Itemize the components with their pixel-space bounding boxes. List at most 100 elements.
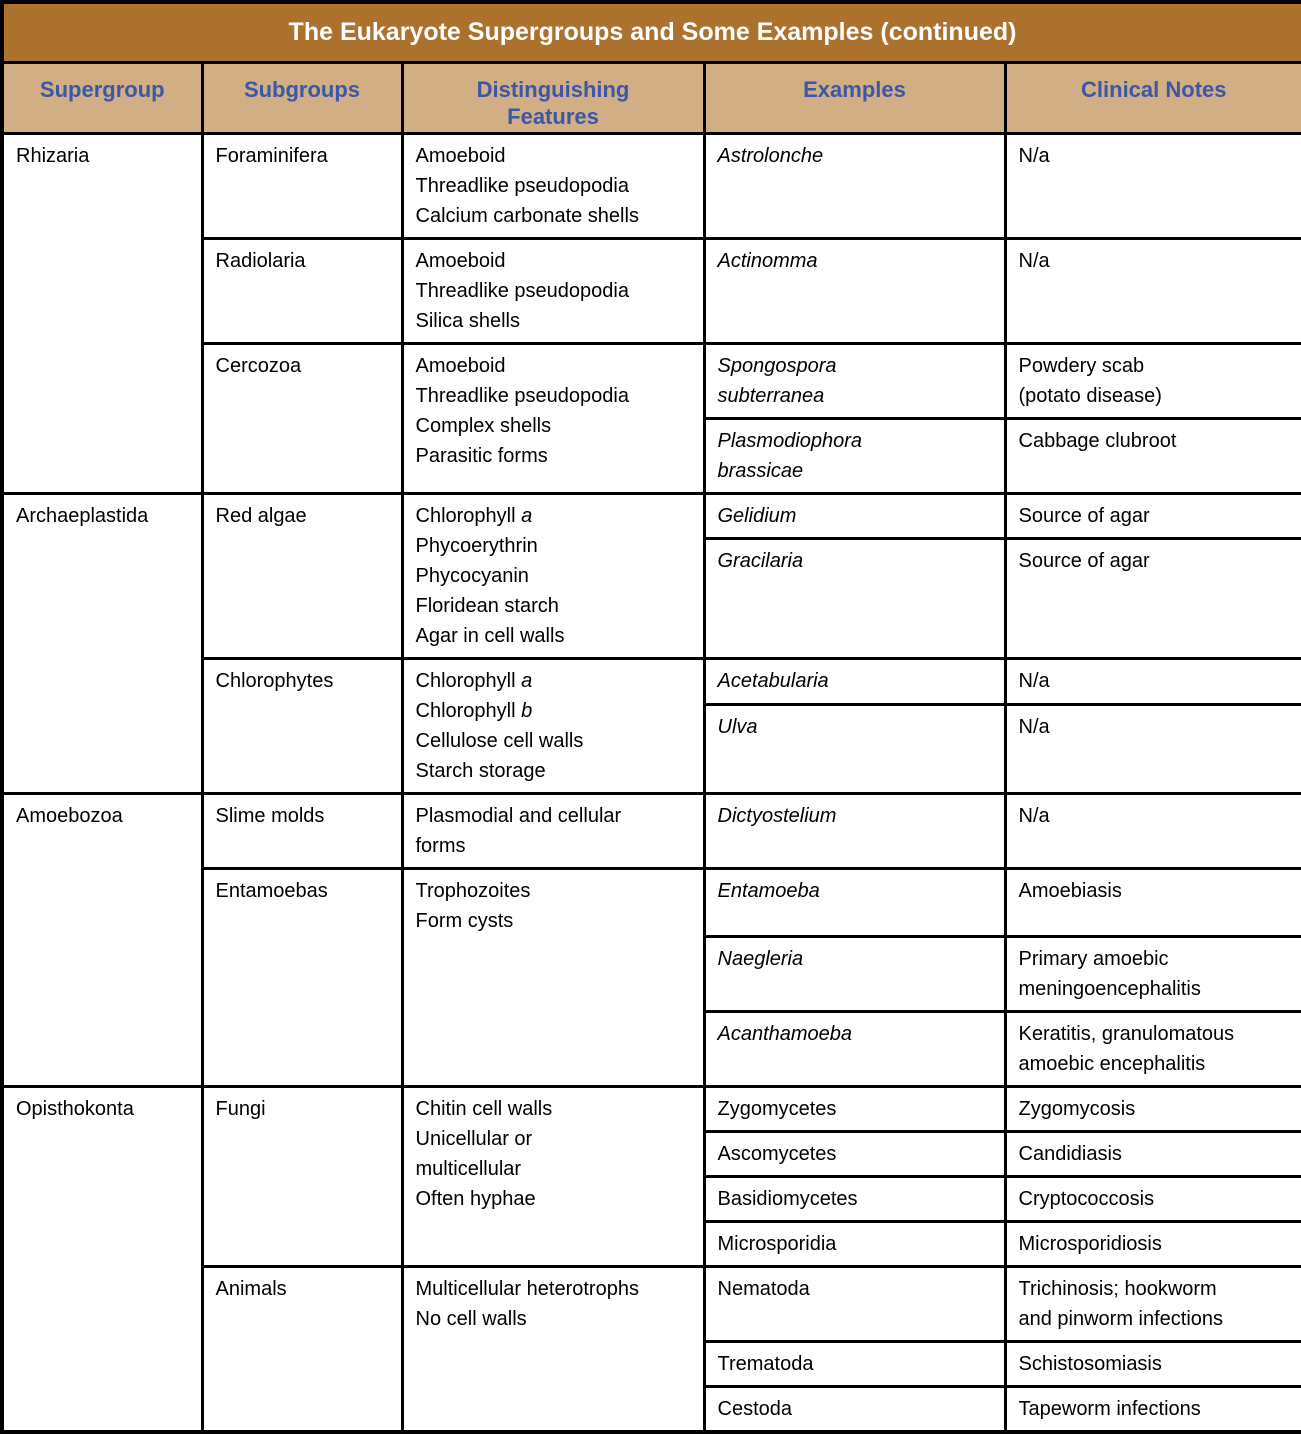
- text-line: brassicae: [717, 459, 804, 482]
- table-row: Animals Multicellular heterotrophs No ce…: [2, 1264, 1301, 1433]
- text-line: Silica shells: [415, 309, 520, 332]
- table-row: Ascomycetes Candidiasis: [2, 1129, 1301, 1178]
- table-row: Naegleria Primary amoebic meningoencepha…: [2, 934, 1301, 1013]
- text-line: Chitin cell walls: [415, 1097, 553, 1120]
- cell-example-basidiomycetes: Basidiomycetes: [702, 1174, 1007, 1223]
- cell-subgroup-entamoebas: Entamoebas: [200, 866, 404, 1088]
- text-line: Candidiasis: [1018, 1142, 1122, 1165]
- cell-example-dictyostelium: Dictyostelium: [702, 791, 1007, 870]
- cell-features-radiolaria: Amoeboid Threadlike pseudopodia Silica s…: [400, 236, 706, 345]
- table-row: Amoebozoa Slime molds Plasmodial and cel…: [0, 791, 1301, 1088]
- text-line: Phycoerythrin: [415, 534, 538, 557]
- text-line: Tapeworm infections: [1018, 1397, 1201, 1420]
- text-line: Nematoda: [717, 1277, 810, 1300]
- cell-features-red-algae: Chlorophyll a Phycoerythrin Phycocyanin …: [400, 491, 706, 660]
- text-line: Ascomycetes: [717, 1142, 837, 1165]
- cell-note-powdery-scab: Powdery scab (potato disease): [1003, 341, 1301, 420]
- table-row: Microsporidia Microsporidiosis: [2, 1219, 1301, 1268]
- cell-note-acetabularia: N/a: [1003, 656, 1301, 706]
- cell-example-actinomma: Actinomma: [702, 236, 1007, 345]
- text-line: No cell walls: [415, 1307, 527, 1330]
- table-row: Acanthamoeba Keratitis, granulomatous am…: [2, 1009, 1301, 1088]
- text-line: Cryptococcosis: [1018, 1187, 1155, 1210]
- cell-note-gracilaria: Source of agar: [1003, 537, 1301, 660]
- cell-example-cestoda: Cestoda: [702, 1384, 1007, 1433]
- column-header-examples: Examples: [702, 60, 1007, 135]
- cell-example-ulva: Ulva: [702, 702, 1007, 795]
- text-line: Microsporidiosis: [1018, 1232, 1162, 1255]
- cell-example-acetabularia: Acetabularia: [702, 656, 1007, 706]
- cell-example-ascomycetes: Ascomycetes: [702, 1129, 1007, 1178]
- table-title: The Eukaryote Supergroups and Some Examp…: [0, 0, 1301, 64]
- cell-note-ulva: N/a: [1003, 702, 1301, 795]
- text-line: Trematoda: [717, 1352, 814, 1375]
- text-line: N/a: [1018, 249, 1050, 272]
- table-row: Radiolaria Amoeboid Threadlike pseudopod…: [2, 236, 1301, 345]
- text-line: Zygomycosis: [1018, 1097, 1136, 1120]
- text-line: Powdery scab: [1018, 354, 1145, 377]
- column-header-row: Supergroup Subgroups Distinguishing Feat…: [0, 60, 1301, 135]
- table-row: Plasmodiophora brassicae Cabbage clubroo…: [2, 416, 1301, 495]
- text-line: Entamoeba: [717, 879, 820, 902]
- column-header-label: Distinguishing Features: [476, 76, 630, 130]
- text-line: Source of agar: [1018, 504, 1150, 527]
- text-line: Zygomycetes: [717, 1097, 837, 1120]
- table-row: Entamoebas Trophozoites Form cysts Entam…: [2, 866, 1301, 1088]
- cell-example-acanthamoeba: Acanthamoeba: [702, 1009, 1007, 1088]
- table-row: Ulva N/a: [2, 702, 1301, 795]
- text-line: Ulva: [717, 715, 758, 738]
- cell-example-entamoeba: Entamoeba: [702, 866, 1007, 938]
- text-line: N/a: [1018, 804, 1050, 827]
- cell-note-candidiasis: Candidiasis: [1003, 1129, 1301, 1178]
- text-line: Cestoda: [717, 1397, 793, 1420]
- text-line: Keratitis, granulomatous: [1018, 1022, 1235, 1045]
- text-fragment: Chlorophyll: [415, 699, 522, 722]
- table-row: Rhizaria Foraminifera Amoeboid Threadlik…: [0, 131, 1301, 495]
- text-line: N/a: [1018, 669, 1050, 692]
- text-line: Amoeboid: [415, 354, 506, 377]
- text-line: Parasitic forms: [415, 444, 548, 467]
- text-line: and pinworm infections: [1018, 1307, 1224, 1330]
- cell-example-naegleria: Naegleria: [702, 934, 1007, 1013]
- cell-example-trematoda: Trematoda: [702, 1339, 1007, 1388]
- cell-note-amoebiasis: Amoebiasis: [1003, 866, 1301, 938]
- text-line: Schistosomiasis: [1018, 1352, 1162, 1375]
- text-line: Cabbage clubroot: [1018, 429, 1177, 452]
- text-line: N/a: [1018, 715, 1050, 738]
- text-line: Gracilaria: [717, 550, 804, 573]
- cell-subgroup-foraminifera: Foraminifera: [200, 131, 404, 240]
- cell-example-zygomycetes: Zygomycetes: [702, 1084, 1007, 1133]
- cell-subgroup-animals: Animals: [200, 1264, 404, 1433]
- text-line: Calcium carbonate shells: [415, 204, 639, 227]
- cell-supergroup-rhizaria: Rhizaria: [0, 131, 204, 495]
- text-line: meningoencephalitis: [1018, 977, 1201, 1000]
- text-line: Often hyphae: [415, 1187, 536, 1210]
- text-line: Primary amoebic: [1018, 947, 1169, 970]
- cell-note-schistosomiasis: Schistosomiasis: [1003, 1339, 1301, 1388]
- text-line: Gelidium: [717, 504, 797, 527]
- text-line: forms: [415, 834, 466, 857]
- text-line: Chlorophyll b: [416, 696, 691, 726]
- text-line: Trichinosis; hookworm: [1018, 1277, 1217, 1300]
- cell-example-plasmodiophora-brassicae: Plasmodiophora brassicae: [702, 416, 1007, 495]
- cell-note-acanthamoeba: Keratitis, granulomatous amoebic encepha…: [1003, 1009, 1301, 1088]
- italic-text-fragment: a: [521, 504, 533, 527]
- table-row: Basidiomycetes Cryptococcosis: [2, 1174, 1301, 1223]
- cell-supergroup-archaeplastida: Archaeplastida: [0, 491, 204, 795]
- cell-supergroup-amoebozoa: Amoebozoa: [0, 791, 204, 1088]
- text-line: Threadlike pseudopodia: [415, 279, 630, 302]
- text-line: Unicellular or: [415, 1127, 533, 1150]
- cell-note-naegleria: Primary amoebic meningoencephalitis: [1003, 934, 1301, 1013]
- text-line: subterranea: [717, 384, 825, 407]
- text-line: Phycocyanin: [415, 564, 529, 587]
- text-fragment: Chlorophyll: [415, 504, 522, 527]
- text-line: Spongospora: [717, 354, 837, 377]
- cell-features-slime-molds: Plasmodial and cellular forms: [400, 791, 706, 870]
- column-header-distinguishing-features: Distinguishing Features: [400, 60, 706, 135]
- cell-subgroup-slime-molds: Slime molds: [200, 791, 404, 870]
- cell-note-microsporidiosis: Microsporidiosis: [1003, 1219, 1301, 1268]
- table-title-bar: The Eukaryote Supergroups and Some Examp…: [0, 0, 1301, 64]
- text-line: Chlorophyll a: [416, 666, 691, 696]
- text-line: Complex shells: [415, 414, 552, 437]
